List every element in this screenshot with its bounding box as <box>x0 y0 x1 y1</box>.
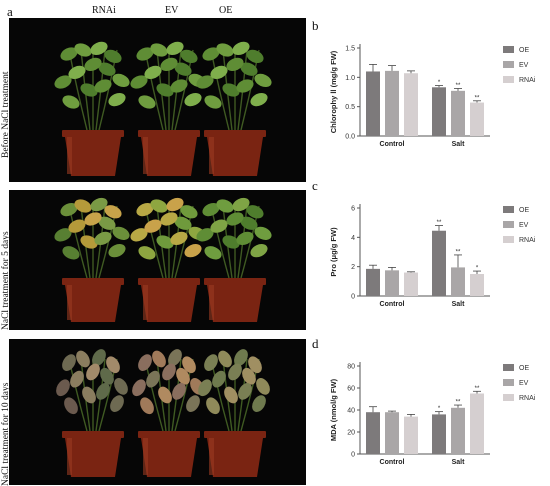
legend-swatch-oe <box>503 364 514 371</box>
legend-label: OE <box>519 365 529 372</box>
legend-swatch-ev <box>503 221 514 228</box>
legend-swatch-rnai <box>503 394 514 401</box>
photo-5-days <box>9 190 306 330</box>
y-axis-label: Pro (μg/g FW) <box>329 227 338 277</box>
plants-before-illustration <box>54 41 272 176</box>
bar-ev <box>385 412 399 454</box>
y-tick-label: 1.5 <box>345 46 355 53</box>
category-label: Control <box>380 459 405 466</box>
bar-ev <box>451 90 465 136</box>
y-tick-label: 4 <box>351 235 355 242</box>
panel-a-letter: a <box>7 4 13 19</box>
y-tick-label: 20 <box>347 430 355 437</box>
column-label-rnai: RNAi <box>92 5 116 16</box>
photo-before-treatment <box>9 18 306 182</box>
y-tick-label: 2 <box>351 264 355 271</box>
photo-10-days <box>9 339 306 485</box>
significance-mark: ** <box>456 83 461 89</box>
bar-rnai <box>470 274 484 296</box>
y-tick-label: 1.0 <box>345 75 355 82</box>
plants-10-days-illustration <box>56 349 270 477</box>
legend-swatch-oe <box>503 46 514 53</box>
legend-swatch-rnai <box>503 76 514 83</box>
row-label-5-days: NaCl treatment for 5 days <box>1 231 11 330</box>
category-label: Salt <box>452 301 466 308</box>
bar-rnai <box>404 272 418 296</box>
row-label-before: Before NaCl treatment <box>1 71 11 158</box>
bar-oe <box>366 268 380 296</box>
legend-label: RNAi <box>519 395 536 402</box>
panel-letter-b: b <box>312 18 319 33</box>
bar-rnai <box>470 102 484 136</box>
y-axis-label: Chlorophy ll (mg/g FW) <box>329 50 338 133</box>
bar-oe <box>366 412 380 454</box>
category-label: Control <box>380 141 405 148</box>
y-tick-label: 40 <box>347 408 355 415</box>
bar-ev <box>385 270 399 296</box>
legend-label: EV <box>519 380 529 387</box>
legend-label: RNAi <box>519 237 536 244</box>
y-axis-label: MDA (nmol/g FW) <box>329 378 338 441</box>
bar-ev <box>451 267 465 296</box>
bar-oe <box>432 230 446 296</box>
legend-label: RNAi <box>519 77 536 84</box>
bar-rnai <box>470 393 484 454</box>
bar-oe <box>432 87 446 136</box>
significance-mark: ** <box>456 249 461 255</box>
y-tick-label: 0 <box>351 294 355 301</box>
significance-mark: * <box>438 80 441 86</box>
legend-swatch-oe <box>503 206 514 213</box>
significance-mark: ** <box>456 400 461 406</box>
bar-ev <box>385 70 399 136</box>
legend-label: EV <box>519 222 529 229</box>
bar-rnai <box>404 416 418 454</box>
bar-rnai <box>404 73 418 136</box>
row-label-10-days: NaCl treatment for 10 days <box>1 382 11 486</box>
legend-label: EV <box>519 62 529 69</box>
column-label-ev: EV <box>165 5 179 16</box>
y-tick-label: 6 <box>351 206 355 213</box>
significance-mark: * <box>476 266 479 272</box>
y-tick-label: 0.5 <box>345 104 355 111</box>
significance-mark: * <box>438 406 441 412</box>
chart-b: b 0.0 0.5 1.0 1.5 Chlorophy ll (mg/g FW) Contr… <box>312 18 536 148</box>
y-tick-label: 80 <box>347 364 355 371</box>
category-label: Salt <box>452 459 466 466</box>
column-label-oe: OE <box>219 5 233 16</box>
category-label: Control <box>380 301 405 308</box>
panel-letter-c: c <box>312 178 318 193</box>
panel-letter-d: d <box>312 336 319 351</box>
significance-mark: ** <box>475 386 480 392</box>
legend-swatch-ev <box>503 379 514 386</box>
y-tick-label: 0 <box>351 452 355 459</box>
y-tick-label: 60 <box>347 386 355 393</box>
legend-label: OE <box>519 207 529 214</box>
bar-ev <box>451 407 465 454</box>
bar-oe <box>432 414 446 454</box>
legend-swatch-rnai <box>503 236 514 243</box>
legend-swatch-ev <box>503 61 514 68</box>
category-label: Salt <box>452 141 466 148</box>
significance-mark: ** <box>475 95 480 101</box>
significance-mark: ** <box>437 220 442 226</box>
bar-oe <box>366 71 380 136</box>
legend-label: OE <box>519 47 529 54</box>
plants-5-days-illustration <box>54 197 272 322</box>
y-tick-label: 0.0 <box>345 134 355 141</box>
